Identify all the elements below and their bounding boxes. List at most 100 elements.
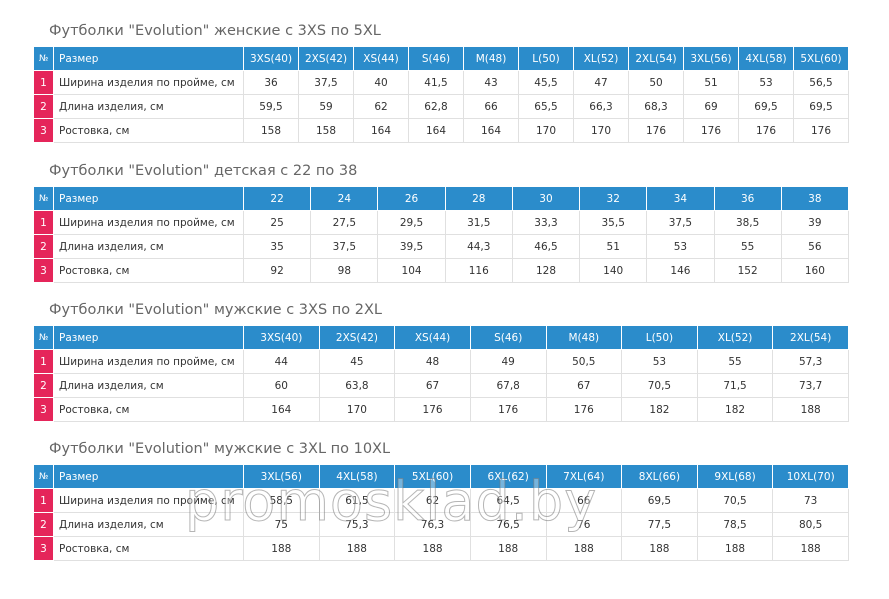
header-row: № Размер 3XL(56) 4XL(58) 5XL(60) 6XL(62) 7XL(6…: [33, 464, 849, 489]
cell: 77,5: [621, 512, 698, 537]
cell: 146: [646, 258, 715, 283]
header-cell: 34: [646, 186, 715, 211]
cell: 69: [683, 94, 739, 119]
cell: 188: [394, 536, 471, 561]
data-row: 2 Длина изделия, см 59,5 59 62 62,8 66 65,5 66,3…: [33, 94, 849, 119]
cell: 75,3: [318, 512, 396, 537]
header-cell: 3XS(40): [243, 325, 320, 350]
header-cell: 5XL(60): [394, 464, 471, 489]
data-row: 1 Ширина изделия по пройме, см 25 27,5 29,5 3…: [33, 210, 849, 235]
header-cell: 2XS(42): [298, 46, 354, 71]
cell: 70,5: [621, 373, 698, 398]
row-label: Ростовка, см: [53, 118, 244, 143]
cell: 176: [545, 397, 623, 422]
cell: 45: [318, 349, 396, 374]
row-number: 2: [33, 373, 54, 398]
row-number: 3: [33, 258, 54, 283]
cell: 57,3: [772, 349, 849, 374]
cell: 176: [469, 397, 547, 422]
cell: 80,5: [772, 512, 849, 537]
cell: 40: [353, 70, 409, 95]
cell: 176: [683, 118, 739, 143]
cell: 50,5: [545, 349, 623, 374]
row-number: 2: [33, 94, 54, 119]
row-label: Ростовка, см: [53, 258, 244, 283]
cell: 64,5: [469, 488, 547, 513]
cell: 188: [243, 536, 320, 561]
cell: 176: [394, 397, 471, 422]
cell: 78,5: [696, 512, 774, 537]
header-cell: №: [33, 325, 54, 350]
cell: 51: [683, 70, 739, 95]
cell: 170: [318, 397, 396, 422]
row-number: 3: [33, 397, 54, 422]
cell: 55: [713, 234, 782, 259]
row-number: 2: [33, 512, 54, 537]
cell: 164: [353, 118, 409, 143]
cell: 35: [242, 234, 312, 259]
cell: 76,5: [469, 512, 547, 537]
header-row: № Размер 22 24 26 28 30 32 34 36 38: [33, 186, 849, 211]
cell: 188: [772, 536, 849, 561]
row-number: 1: [33, 488, 54, 513]
cell: 98: [310, 258, 379, 283]
cell: 35,5: [579, 210, 648, 235]
header-cell: №: [33, 464, 54, 489]
cell: 66: [545, 488, 623, 513]
header-cell: M(48): [545, 325, 623, 350]
data-row: 1 Ширина изделия по пройме, см 36 37,5 40 41,…: [33, 70, 849, 95]
cell: 44: [243, 349, 320, 374]
cell: 56,5: [793, 70, 849, 95]
cell: 75: [243, 512, 320, 537]
cell: 164: [463, 118, 519, 143]
header-cell: 3XL(56): [243, 464, 320, 489]
data-row: 2 Длина изделия, см 35 37,5 39,5 44,3 46,5 51 53…: [33, 234, 849, 259]
cell: 53: [646, 234, 715, 259]
cell: 67: [394, 373, 471, 398]
size-table-section: Футболки "Evolution" детская с 22 по 38 №…: [33, 160, 849, 283]
cell: 25: [242, 210, 312, 235]
cell: 188: [621, 536, 698, 561]
size-table-section: Футболки "Evolution" мужские с 3XL по 10…: [33, 438, 849, 561]
header-cell: Размер: [53, 46, 244, 71]
cell: 59,5: [243, 94, 299, 119]
cell: 158: [298, 118, 354, 143]
cell: 152: [713, 258, 782, 283]
header-cell: S(46): [469, 325, 547, 350]
header-cell: 6XL(62): [469, 464, 547, 489]
header-cell: XL(52): [696, 325, 774, 350]
cell: 37,5: [646, 210, 715, 235]
cell: 59: [298, 94, 354, 119]
size-table: № Размер 3XL(56) 4XL(58) 5XL(60) 6XL(62) 7XL(6…: [33, 464, 849, 561]
cell: 188: [318, 536, 396, 561]
cell: 188: [469, 536, 547, 561]
header-cell: 4XL(58): [738, 46, 794, 71]
cell: 29,5: [377, 210, 446, 235]
row-label: Ширина изделия по пройме, см: [53, 70, 244, 95]
header-cell: L(50): [518, 46, 574, 71]
cell: 37,5: [310, 234, 379, 259]
size-table: № Размер 3XS(40) 2XS(42) XS(44) S(46) M(48) L(5…: [33, 46, 849, 143]
header-cell: 28: [444, 186, 513, 211]
header-cell: 7XL(64): [545, 464, 623, 489]
cell: 92: [242, 258, 312, 283]
cell: 62: [394, 488, 471, 513]
cell: 31,5: [444, 210, 513, 235]
cell: 61,5: [318, 488, 396, 513]
cell: 50: [628, 70, 684, 95]
row-label: Длина изделия, см: [53, 512, 244, 537]
header-cell: 38: [780, 186, 849, 211]
cell: 69,5: [793, 94, 849, 119]
row-number: 2: [33, 234, 54, 259]
cell: 170: [518, 118, 574, 143]
data-row: 3 Ростовка, см 188 188 188 188 188 188 188 188: [33, 536, 849, 561]
row-number: 3: [33, 118, 54, 143]
cell: 47: [573, 70, 629, 95]
cell: 140: [579, 258, 648, 283]
cell: 65,5: [518, 94, 574, 119]
cell: 39: [780, 210, 849, 235]
cell: 188: [772, 397, 849, 422]
size-table: № Размер 22 24 26 28 30 32 34 36 38 1 Ширина изделия…: [33, 186, 849, 283]
row-label: Ширина изделия по пройме, см: [53, 349, 244, 374]
row-label: Ширина изделия по пройме, см: [53, 210, 244, 235]
